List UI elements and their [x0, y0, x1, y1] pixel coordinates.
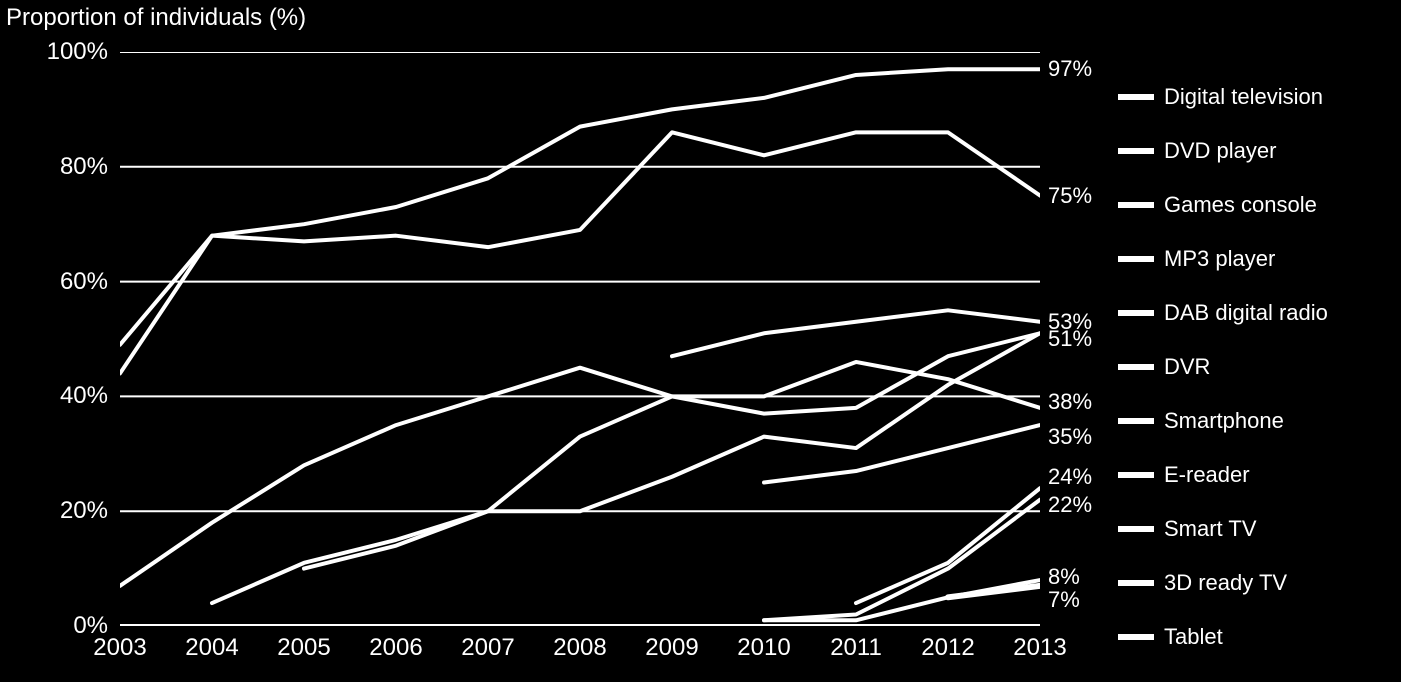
y-axis-title: Proportion of individuals (%) — [6, 4, 306, 32]
x-tick-label: 2011 — [830, 634, 882, 662]
series-line-dab-digital-radio — [764, 425, 1040, 482]
legend-label: E-reader — [1164, 462, 1250, 488]
legend-label: DVR — [1164, 354, 1210, 380]
legend-label: Games console — [1164, 192, 1317, 218]
series-end-label: 75% — [1048, 183, 1092, 209]
legend-item: Smart TV — [1118, 502, 1328, 556]
legend-swatch — [1118, 580, 1154, 586]
series-line-3d-ready-tv — [764, 580, 1040, 620]
legend-item: MP3 player — [1118, 232, 1328, 286]
series-line-dvd-player — [120, 132, 1040, 373]
legend-item: Games console — [1118, 178, 1328, 232]
y-tick-label: 20% — [10, 497, 108, 525]
legend-label: MP3 player — [1164, 246, 1275, 272]
x-tick-label: 2009 — [645, 634, 698, 662]
legend-item: Smartphone — [1118, 394, 1328, 448]
legend-swatch — [1118, 256, 1154, 262]
plot-area — [120, 52, 1040, 626]
legend-item: DVR — [1118, 340, 1328, 394]
legend-label: 3D ready TV — [1164, 570, 1287, 596]
y-tick-label: 60% — [10, 268, 108, 296]
x-tick-label: 2010 — [737, 634, 790, 662]
legend-swatch — [1118, 472, 1154, 478]
x-tick-label: 2006 — [369, 634, 422, 662]
series-end-label: 7% — [1048, 587, 1080, 613]
legend-label: Digital television — [1164, 84, 1323, 110]
legend-label: DVD player — [1164, 138, 1276, 164]
line-chart: Proportion of individuals (%) Digital te… — [0, 0, 1401, 682]
legend-label: Tablet — [1164, 624, 1223, 650]
legend-item: Tablet — [1118, 610, 1328, 664]
legend-swatch — [1118, 94, 1154, 100]
legend-swatch — [1118, 364, 1154, 370]
series-line-digital-television — [120, 69, 1040, 345]
series-end-label: 8% — [1048, 564, 1080, 590]
y-tick-label: 100% — [10, 38, 108, 66]
series-end-label: 97% — [1048, 56, 1092, 82]
legend-item: Digital television — [1118, 70, 1328, 124]
series-end-label: 35% — [1048, 424, 1092, 450]
x-tick-label: 2007 — [461, 634, 514, 662]
legend-label: DAB digital radio — [1164, 300, 1328, 326]
x-tick-label: 2013 — [1013, 634, 1066, 662]
x-tick-label: 2004 — [185, 634, 238, 662]
legend-swatch — [1118, 418, 1154, 424]
series-end-label: 51% — [1048, 326, 1092, 352]
y-tick-label: 40% — [10, 382, 108, 410]
legend-item: DAB digital radio — [1118, 286, 1328, 340]
legend-item: 3D ready TV — [1118, 556, 1328, 610]
series-line-mp3-player — [212, 362, 1040, 603]
legend-label: Smart TV — [1164, 516, 1257, 542]
legend-item: DVD player — [1118, 124, 1328, 178]
series-end-label: 24% — [1048, 464, 1092, 490]
legend-swatch — [1118, 310, 1154, 316]
x-tick-label: 2012 — [921, 634, 974, 662]
legend-label: Smartphone — [1164, 408, 1284, 434]
x-tick-label: 2008 — [553, 634, 606, 662]
legend-swatch — [1118, 202, 1154, 208]
series-line-games-console — [672, 310, 1040, 356]
legend-swatch — [1118, 148, 1154, 154]
legend: Digital television DVD player Games consol… — [1118, 70, 1328, 664]
legend-swatch — [1118, 526, 1154, 532]
legend-item: E-reader — [1118, 448, 1328, 502]
x-tick-label: 2005 — [277, 634, 330, 662]
series-line-tablet — [764, 500, 1040, 621]
legend-swatch — [1118, 634, 1154, 640]
series-end-label: 22% — [1048, 492, 1092, 518]
x-tick-label: 2003 — [93, 634, 146, 662]
y-tick-label: 80% — [10, 153, 108, 181]
series-end-label: 38% — [1048, 389, 1092, 415]
